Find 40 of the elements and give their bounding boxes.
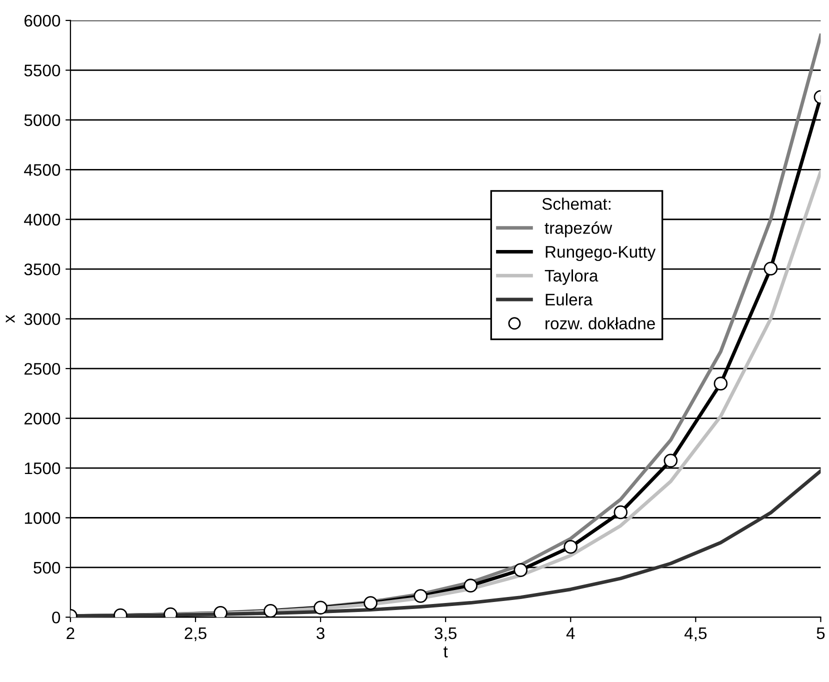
- point: [214, 606, 228, 618]
- y-tick-label: 3500: [24, 264, 60, 276]
- point: [414, 589, 428, 603]
- x-tick-label: 2: [66, 627, 74, 640]
- legend-label: Rungego-Kutty: [546, 246, 656, 262]
- x-tick-label: 3,5: [434, 627, 456, 642]
- x-tick-label: 4: [566, 628, 575, 640]
- y-tick-label: 1000: [24, 512, 60, 524]
- y-tick-label: 4000: [24, 214, 60, 226]
- point: [264, 604, 278, 618]
- y-axis-title: x: [6, 314, 15, 323]
- point: [464, 578, 478, 592]
- legend-label: trapezów: [544, 221, 612, 238]
- point: [364, 596, 378, 610]
- point: [614, 505, 628, 520]
- x-tick-label: 4,5: [684, 628, 707, 642]
- point: [314, 600, 328, 615]
- point: [514, 563, 528, 577]
- y-tick-label: 5500: [24, 64, 60, 76]
- x-tick-label: 5: [816, 628, 825, 640]
- y-tick-label: 2000: [24, 412, 60, 424]
- x-tick-label: 3: [316, 627, 324, 640]
- y-tick-label: 6000: [24, 14, 60, 27]
- point: [764, 262, 778, 276]
- y-tick-label: 4500: [24, 164, 60, 176]
- point: [714, 376, 728, 390]
- y-tick-label: 500: [34, 562, 60, 574]
- y-tick-label: 2500: [24, 362, 60, 375]
- legend-title: Schemat:: [542, 198, 610, 210]
- legend-label: Eulera: [546, 293, 593, 306]
- point: [664, 454, 678, 468]
- x-axis-title: t: [444, 646, 448, 658]
- x-tick-label: 2,5: [184, 627, 206, 642]
- y-tick-label: 1500: [24, 462, 60, 474]
- y-tick-label: 5000: [24, 114, 60, 126]
- point: [564, 540, 578, 554]
- y-tick-label: 0: [52, 612, 60, 624]
- y-tick-label: 3000: [24, 313, 60, 326]
- legend-label: Taylora: [544, 269, 598, 285]
- legend-label: rozw. dokładne: [546, 317, 655, 330]
